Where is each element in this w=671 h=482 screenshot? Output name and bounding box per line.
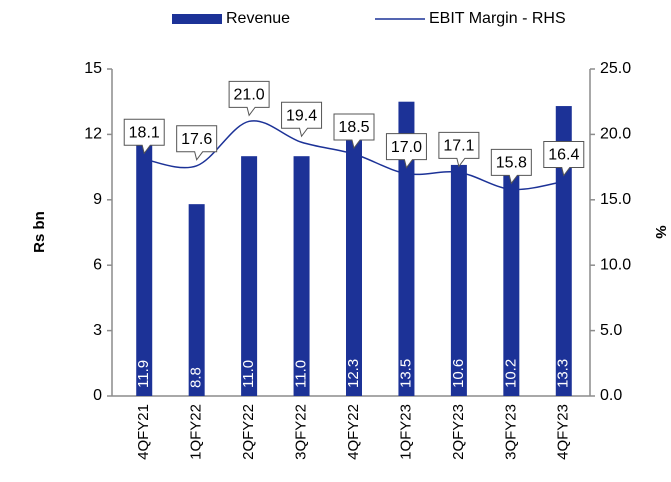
x-tick-label: 4QFY22 bbox=[345, 404, 362, 460]
x-tick-label: 3QFY23 bbox=[502, 404, 519, 460]
y2-tick-label: 5.0 bbox=[600, 322, 622, 339]
bar-value-label: 10.2 bbox=[502, 359, 519, 388]
line-value-label: 18.1 bbox=[129, 124, 160, 141]
legend-swatch bbox=[172, 14, 222, 24]
y-tick-label: 3 bbox=[93, 322, 102, 339]
x-tick-label: 4QFY21 bbox=[135, 404, 152, 460]
y2-tick-label: 10.0 bbox=[600, 256, 631, 273]
bar-value-label: 11.9 bbox=[135, 360, 152, 388]
bar-value-label: 11.0 bbox=[293, 360, 310, 388]
bar bbox=[188, 204, 205, 396]
y-axis-title: Rs bn bbox=[31, 211, 48, 253]
bar bbox=[346, 127, 362, 397]
callout-box bbox=[438, 131, 480, 168]
bar-value-label: 12.3 bbox=[345, 359, 362, 388]
x-tick-label: 4QFY23 bbox=[555, 404, 572, 460]
callout-box bbox=[123, 118, 165, 155]
y2-tick-label: 15.0 bbox=[600, 191, 631, 208]
bar-value-label: 13.5 bbox=[397, 359, 414, 388]
y2-tick-label: 20.0 bbox=[600, 126, 631, 143]
bar bbox=[136, 136, 153, 396]
x-tick-label: 1QFY23 bbox=[397, 404, 414, 460]
legend-label: EBIT Margin - RHS bbox=[429, 10, 566, 27]
bar-value-label: 13.3 bbox=[555, 359, 572, 388]
callout-box bbox=[543, 140, 585, 177]
callout-box bbox=[228, 80, 270, 117]
line-value-label: 17.6 bbox=[181, 131, 212, 148]
y-tick-label: 15 bbox=[84, 60, 102, 77]
y2-axis-title: % bbox=[652, 225, 669, 238]
y2-tick-label: 0.0 bbox=[600, 387, 622, 404]
callout-box bbox=[490, 148, 532, 185]
y-tick-label: 6 bbox=[93, 256, 102, 273]
callout-box bbox=[176, 125, 218, 161]
x-tick-label: 2QFY22 bbox=[240, 404, 257, 460]
line-value-label: 16.4 bbox=[548, 147, 579, 164]
x-tick-label: 3QFY22 bbox=[293, 404, 310, 460]
callout-box bbox=[281, 101, 323, 138]
bar bbox=[450, 164, 467, 396]
bar-value-label: 10.6 bbox=[450, 359, 467, 388]
x-tick-label: 1QFY22 bbox=[188, 404, 205, 460]
x-tick-label: 2QFY23 bbox=[450, 404, 467, 460]
callout-box bbox=[333, 113, 375, 150]
y2-tick-label: 25.0 bbox=[600, 60, 631, 77]
bar bbox=[293, 156, 310, 396]
legend-label: Revenue bbox=[226, 10, 290, 27]
line-value-label: 19.4 bbox=[286, 107, 317, 124]
bar-value-label: 8.8 bbox=[188, 367, 205, 388]
bar bbox=[555, 106, 572, 396]
line-value-label: 17.1 bbox=[443, 138, 474, 155]
bar-value-label: 11.0 bbox=[240, 360, 257, 388]
line-value-label: 15.8 bbox=[496, 155, 527, 172]
line bbox=[144, 120, 564, 191]
bar bbox=[503, 173, 520, 396]
line-value-label: 21.0 bbox=[234, 87, 265, 104]
bar bbox=[398, 101, 415, 396]
line-value-label: 17.0 bbox=[391, 139, 422, 156]
callout-box bbox=[385, 133, 427, 169]
bar bbox=[241, 156, 258, 396]
y-tick-label: 0 bbox=[93, 387, 102, 404]
line-value-label: 18.5 bbox=[338, 119, 369, 136]
y-tick-label: 12 bbox=[84, 126, 102, 143]
y-tick-label: 9 bbox=[93, 191, 102, 208]
